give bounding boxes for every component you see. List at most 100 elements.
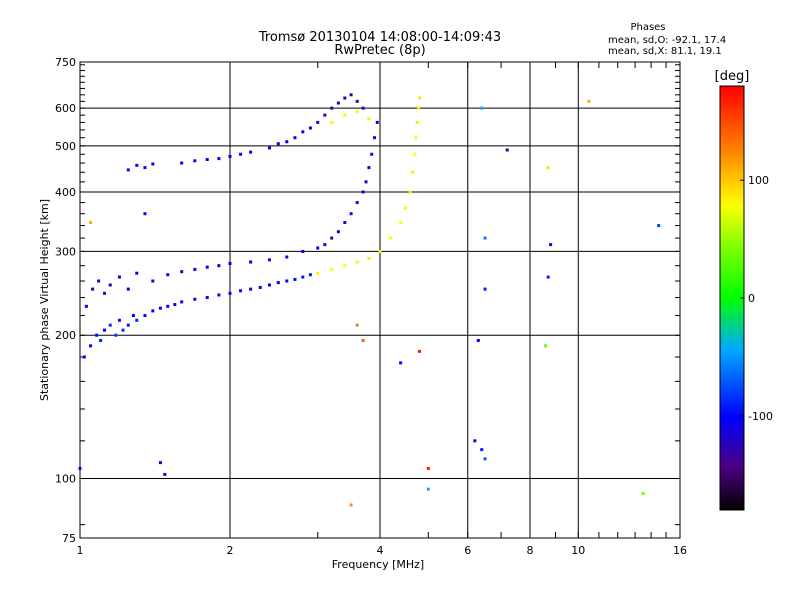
data-point [546, 275, 550, 279]
x-axis-ticks: 1 2 4 6 8 10 16 [77, 62, 687, 557]
data-point [131, 314, 135, 318]
phase-stats-x: mean, sd,X: 81.1, 19.1 [608, 46, 722, 57]
y-tick-label: 100 [55, 473, 76, 486]
data-point [480, 106, 484, 110]
data-point [151, 279, 155, 283]
data-point [370, 152, 374, 156]
data-point [249, 287, 253, 291]
data-point [193, 297, 197, 301]
data-point [249, 150, 253, 154]
data-point [355, 110, 359, 114]
y-axis-ticks: 75 100 200 300 400 500 600 750 [55, 56, 680, 545]
data-point [375, 120, 379, 124]
data-point [316, 271, 320, 275]
colorbar-unit: [deg] [715, 69, 750, 84]
colorbar-tick-label: 100 [748, 174, 769, 187]
data-point [330, 236, 334, 240]
data-point [308, 273, 312, 277]
data-point [205, 157, 209, 161]
data-point [476, 338, 480, 342]
grid-lines [80, 62, 680, 538]
y-tick-label: 75 [62, 532, 76, 545]
data-point [301, 130, 305, 134]
data-point [158, 306, 162, 310]
x-tick-label: 16 [673, 544, 687, 557]
data-point [367, 166, 371, 170]
data-point [505, 148, 509, 152]
data-point [267, 146, 271, 150]
data-point [343, 96, 347, 100]
data-point [415, 120, 419, 124]
data-point [163, 472, 167, 476]
data-point [355, 260, 359, 264]
data-point [126, 287, 130, 291]
phase-stats-heading: Phases [630, 22, 665, 33]
data-point [217, 157, 221, 161]
data-point [483, 457, 487, 461]
data-point [103, 328, 107, 332]
data-point [103, 291, 107, 295]
data-point [89, 221, 93, 225]
data-point [336, 101, 340, 105]
data-point [355, 99, 359, 103]
data-point [143, 314, 147, 318]
data-point [367, 117, 371, 121]
data-point [217, 293, 221, 297]
data-point [95, 333, 99, 337]
data-point [239, 289, 243, 293]
data-point [349, 503, 353, 507]
data-point [355, 323, 359, 327]
data-point [414, 136, 418, 140]
data-point [108, 323, 112, 327]
data-point [99, 338, 103, 342]
data-point [267, 258, 271, 262]
data-point [399, 361, 403, 365]
data-point [239, 152, 243, 156]
data-point [249, 260, 253, 264]
data-point [97, 279, 101, 283]
data-point [285, 255, 289, 259]
data-point [228, 154, 232, 158]
data-point [258, 285, 262, 289]
data-point [378, 249, 382, 253]
data-point [343, 113, 347, 117]
data-point [293, 277, 297, 281]
x-tick-label: 1 [77, 544, 84, 557]
data-point [587, 99, 591, 103]
data-point [301, 275, 305, 279]
data-point [121, 328, 125, 332]
data-point [228, 261, 232, 265]
data-point [473, 439, 477, 443]
data-point [343, 221, 347, 225]
y-tick-label: 300 [55, 245, 76, 258]
data-point [316, 246, 320, 250]
data-point [180, 161, 184, 165]
data-point [336, 230, 340, 234]
data-point [173, 303, 177, 307]
data-point [349, 93, 353, 97]
data-point [641, 492, 645, 496]
y-tick-label: 200 [55, 329, 76, 342]
data-point [480, 448, 484, 452]
data-point [417, 96, 421, 100]
data-point [84, 304, 88, 308]
chart-title-line1: Tromsø 20130104 14:08:00-14:09:43 [258, 30, 501, 45]
data-point [349, 212, 353, 216]
data-point [361, 338, 365, 342]
data-point [293, 136, 297, 140]
data-points [78, 93, 661, 507]
data-point [143, 212, 147, 216]
data-point [316, 120, 320, 124]
data-point [205, 265, 209, 269]
data-point [361, 190, 365, 194]
data-point [549, 243, 553, 247]
data-point [301, 249, 305, 253]
data-point [483, 236, 487, 240]
data-point [117, 275, 121, 279]
data-point [657, 224, 661, 228]
data-point [114, 333, 118, 337]
x-tick-label: 4 [377, 544, 384, 557]
data-point [193, 159, 197, 163]
data-point [403, 206, 407, 210]
